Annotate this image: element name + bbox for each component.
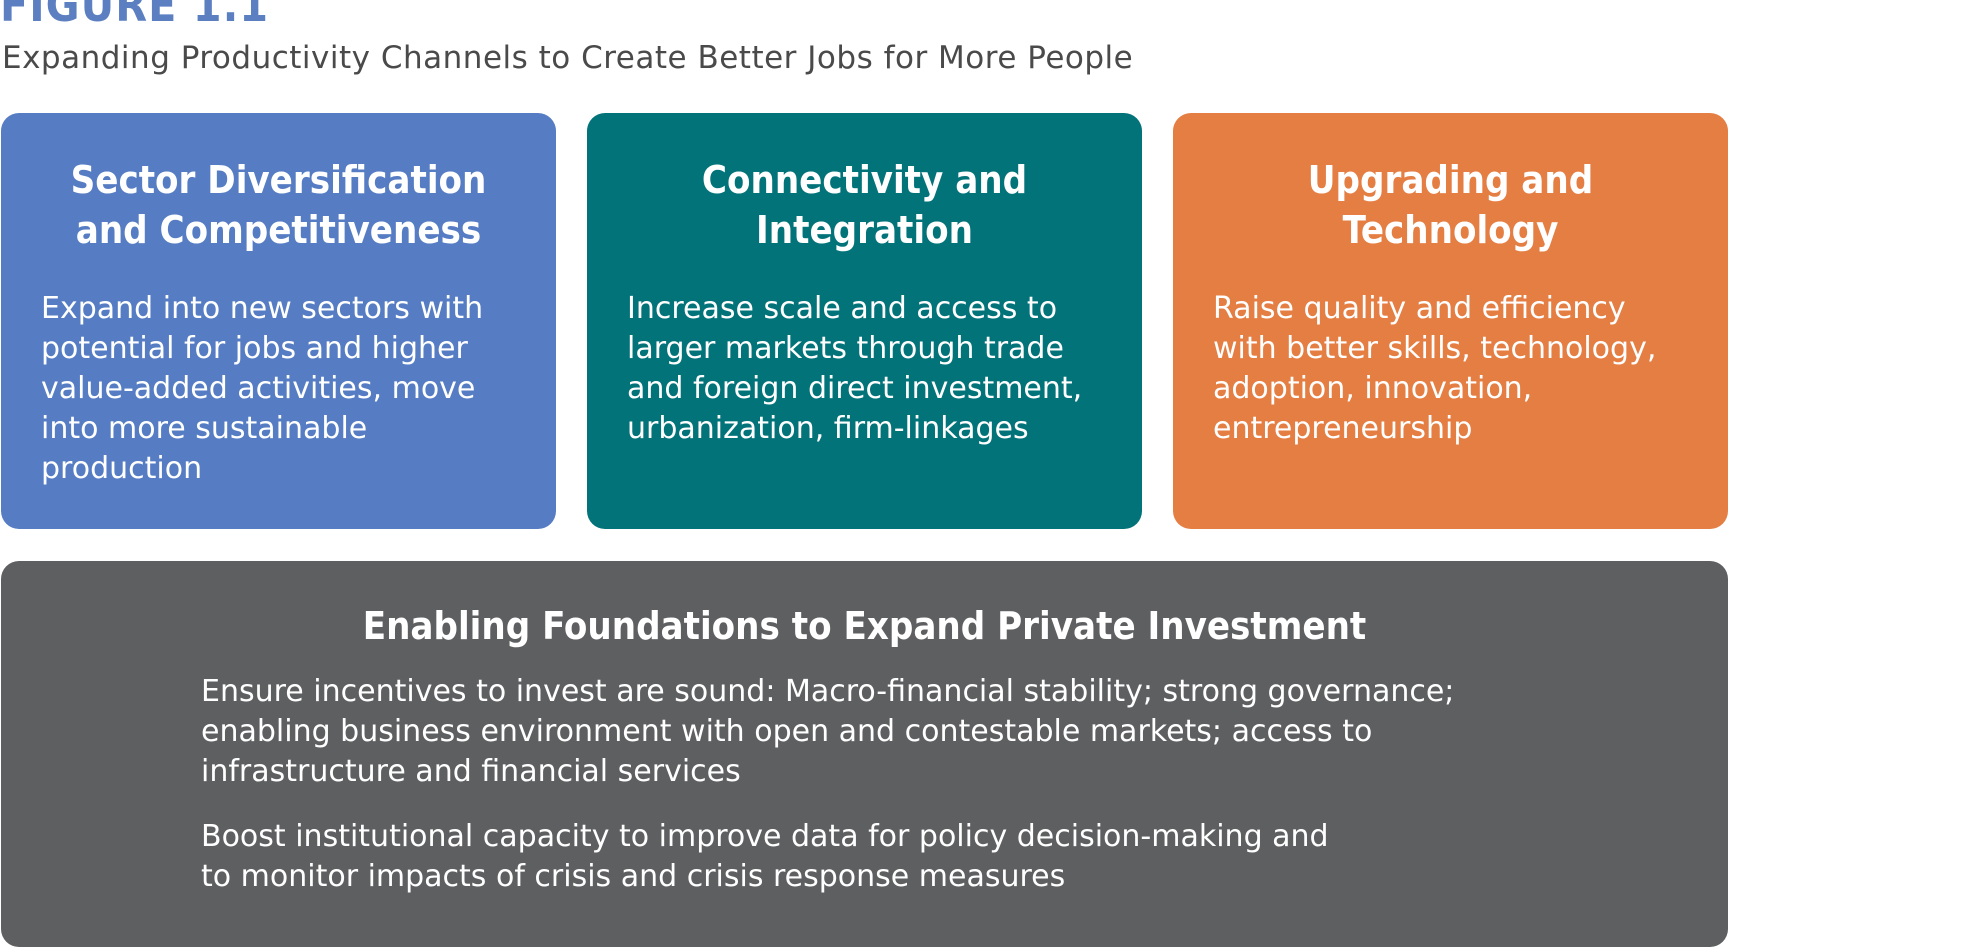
channel-title: Connectivity and Integration: [701, 158, 1028, 252]
foundation-item-incentives: Ensure incentives to invest are sound: M…: [201, 674, 1455, 789]
foundation-panel: Enabling Foundations to Expand Private I…: [1, 561, 1728, 947]
figure-subtitle: Expanding Productivity Channels to Creat…: [2, 40, 1134, 76]
channel-title: Sector Diversification and Competitivene…: [70, 158, 487, 252]
channel-title: Upgrading and Technology: [1307, 158, 1594, 252]
foundation-item-capacity: Boost institutional capacity to improve …: [201, 819, 1329, 894]
channel-description: Raise quality and efficiency with better…: [1213, 291, 1657, 446]
figure-label: FIGURE 1.1: [0, 0, 270, 32]
channel-card-connectivity: Connectivity and Integration Increase sc…: [587, 113, 1142, 529]
channel-description: Expand into new sectors with potential f…: [41, 291, 484, 486]
channel-description: Increase scale and access to larger mark…: [627, 291, 1083, 446]
channel-card-upgrading: Upgrading and Technology Raise quality a…: [1173, 113, 1728, 529]
foundation-title: Enabling Foundations to Expand Private I…: [362, 604, 1367, 648]
channel-card-sector-diversification: Sector Diversification and Competitivene…: [1, 113, 556, 529]
